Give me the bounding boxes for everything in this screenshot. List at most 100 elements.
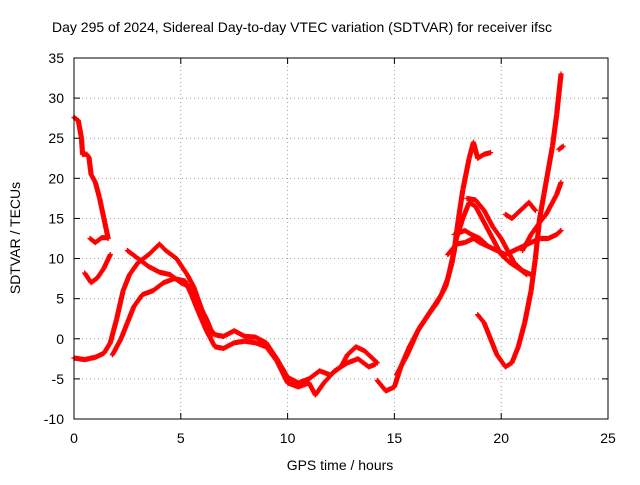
sample-markers [516,321,527,349]
data-point [485,243,491,250]
sample-markers [333,360,349,373]
chart-title: Day 295 of 2024, Sidereal Day-to-day VTE… [52,19,552,35]
y-tick-label: 30 [48,90,64,106]
data-point [558,179,564,185]
y-tick-label: 0 [56,331,64,347]
y-tick-label: 10 [48,251,64,267]
grid-lines [74,58,608,419]
y-tick-label: 5 [56,291,64,307]
sample-markers [322,369,337,385]
axis-ticks [73,57,609,420]
sample-markers [426,301,440,317]
y-tick-label: 20 [48,170,64,186]
sample-markers [274,359,290,385]
sample-markers [108,317,119,345]
sample-markers [125,305,136,325]
sample-markers [195,309,209,333]
sample-markers [195,301,209,321]
sample-markers [522,289,534,325]
sample-markers [405,329,420,357]
sample-markers [490,224,504,241]
sample-markers [528,257,538,292]
data-point [487,150,494,156]
sample-markers [527,200,538,213]
y-tick-labels: -10 -5 0 5 10 15 20 25 30 35 [44,50,64,427]
data-point [560,143,566,149]
sample-markers [93,235,104,245]
sample-markers [147,242,162,257]
sample-markers [110,337,123,357]
sample-markers [187,285,200,305]
sample-markers [101,253,113,270]
x-tick-label: 25 [600,430,616,446]
sample-markers [482,221,495,240]
sample-markers [264,345,279,363]
sample-markers [131,293,145,309]
sample-markers [554,72,564,116]
sample-markers [495,353,508,369]
y-tick-label: -10 [44,411,64,427]
sample-markers [537,212,548,225]
data-point [210,332,216,338]
sample-markers [435,285,448,305]
sample-markers [125,248,140,261]
x-tick-label: 5 [177,430,185,446]
data-point [107,251,113,258]
x-tick-label: 20 [493,430,509,446]
sample-markers [463,228,473,237]
series-track-k [464,195,534,278]
sample-markers [503,360,514,369]
sample-markers [307,368,322,381]
series-track-f [124,247,216,338]
data-points [71,71,566,398]
y-tick-label: 15 [48,210,64,226]
sample-markers [204,329,217,349]
sample-markers [375,378,388,393]
sample-markers [460,156,472,192]
sample-markers [313,381,326,397]
sample-markers [416,313,431,333]
sample-markers [127,260,140,277]
x-tick-label: 10 [280,430,296,446]
sample-markers [505,249,517,265]
data-point [558,227,564,234]
sample-markers [499,236,510,253]
series-track-b [87,235,110,246]
sample-markers [473,204,487,224]
series-track-l [475,71,564,370]
sample-markers [554,228,563,237]
x-tick-label: 15 [387,430,403,446]
data-point [532,207,538,214]
sample-markers [460,200,472,220]
sample-markers [185,273,196,289]
sample-markers [476,152,486,161]
sample-markers [482,208,495,228]
sample-markers [445,242,459,257]
x-axis-label: GPS time / hours [287,457,394,473]
sample-markers [89,275,100,285]
y-tick-label: 35 [48,50,64,66]
sample-markers [120,273,132,293]
series-track-m [502,199,538,222]
sample-markers [509,345,521,365]
sample-markers [114,289,126,321]
sample-markers [475,313,486,325]
sample-markers [550,112,560,148]
sample-markers [471,140,480,160]
y-tick-label: -5 [52,371,65,387]
sample-markers [467,200,478,209]
sample-markers [520,233,534,252]
y-tick-label: 25 [48,130,64,146]
data-point [558,71,564,77]
data-point [372,361,378,368]
sample-markers [136,256,151,269]
sample-markers [356,356,371,369]
sample-markers [443,261,455,289]
sample-markers [394,353,410,377]
sample-markers [473,198,486,213]
sample-markers [174,257,190,277]
sample-markers [84,152,91,160]
sample-markers [481,321,493,341]
